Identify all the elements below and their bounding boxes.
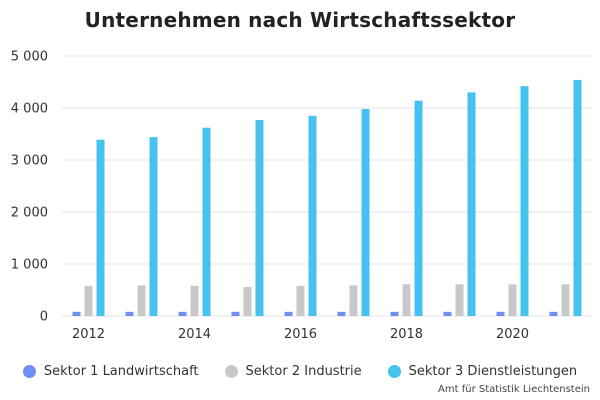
- bar-sektor-1-2013[interactable]: [125, 311, 134, 316]
- y-axis-ticks: 0 1 000 2 000 3 000 4 000 5 000: [11, 50, 48, 325]
- y-tick-label: 0: [40, 310, 48, 325]
- bar-sektor-2-2018[interactable]: [402, 284, 411, 316]
- bar-sektor-2-2021[interactable]: [561, 284, 570, 316]
- legend: Sektor 1 Landwirtschaft Sektor 2 Industr…: [0, 364, 600, 379]
- bar-sektor-1-2012[interactable]: [72, 311, 81, 316]
- x-tick-label: 2020: [496, 327, 529, 342]
- bar-sektor-1-2016[interactable]: [284, 311, 293, 316]
- bar-sektor-3-2018[interactable]: [414, 100, 423, 316]
- bar-sektor-1-2014[interactable]: [178, 311, 187, 316]
- bar-sektor-2-2012[interactable]: [84, 285, 93, 316]
- bar-sektor-3-2012[interactable]: [96, 139, 105, 316]
- bar-sektor-1-2021[interactable]: [549, 311, 558, 316]
- legend-label-sektor-1: Sektor 1 Landwirtschaft: [43, 364, 199, 379]
- bar-sektor-2-2019[interactable]: [455, 284, 464, 316]
- source-credit: Amt für Statistik Liechtenstein: [438, 384, 590, 395]
- x-tick-label: 2014: [178, 327, 211, 342]
- bar-sektor-1-2018[interactable]: [390, 311, 399, 316]
- legend-item-sektor-3[interactable]: Sektor 3 Dienstleistungen: [387, 364, 578, 379]
- bar-sektor-3-2020[interactable]: [520, 86, 529, 316]
- x-axis-ticks: 2012 2014 2016 2018 2020: [72, 327, 529, 342]
- bar-sektor-3-2013[interactable]: [149, 137, 158, 316]
- y-tick-label: 1 000: [11, 258, 48, 273]
- bar-sektor-2-2017[interactable]: [349, 285, 358, 316]
- legend-item-sektor-1[interactable]: Sektor 1 Landwirtschaft: [22, 364, 199, 379]
- bar-sektor-3-2015[interactable]: [255, 119, 264, 317]
- bars: [72, 79, 582, 317]
- bar-sektor-3-2017[interactable]: [361, 109, 370, 316]
- x-tick-label: 2018: [390, 327, 423, 342]
- bar-sektor-1-2020[interactable]: [496, 311, 505, 316]
- bar-sektor-1-2017[interactable]: [337, 311, 346, 316]
- bar-sektor-2-2015[interactable]: [243, 286, 252, 316]
- legend-label-sektor-3: Sektor 3 Dienstleistungen: [408, 364, 578, 379]
- bar-sektor-3-2021[interactable]: [573, 79, 582, 316]
- legend-label-sektor-2: Sektor 2 Industrie: [245, 364, 362, 379]
- legend-swatch-sektor-1: [22, 365, 36, 378]
- bar-sektor-2-2016[interactable]: [296, 285, 305, 316]
- bar-sektor-1-2019[interactable]: [443, 311, 452, 316]
- gridlines: [62, 55, 592, 317]
- bar-sektor-1-2015[interactable]: [231, 311, 240, 316]
- bar-sektor-2-2014[interactable]: [190, 285, 199, 316]
- legend-swatch-sektor-3: [387, 365, 401, 378]
- bar-sektor-2-2020[interactable]: [508, 284, 517, 316]
- legend-item-sektor-2[interactable]: Sektor 2 Industrie: [224, 364, 362, 379]
- bar-sektor-3-2014[interactable]: [202, 127, 211, 316]
- y-tick-label: 5 000: [11, 50, 48, 65]
- y-tick-label: 4 000: [11, 102, 48, 117]
- x-tick-label: 2012: [72, 327, 105, 342]
- bar-sektor-2-2013[interactable]: [137, 285, 146, 316]
- chart-title: Unternehmen nach Wirtschaftssektor: [84, 8, 516, 32]
- bar-sektor-3-2016[interactable]: [308, 115, 317, 316]
- y-tick-label: 2 000: [11, 206, 48, 221]
- x-tick-label: 2016: [284, 327, 317, 342]
- y-tick-label: 3 000: [11, 154, 48, 169]
- bar-sektor-3-2019[interactable]: [467, 92, 476, 317]
- legend-swatch-sektor-2: [224, 365, 238, 378]
